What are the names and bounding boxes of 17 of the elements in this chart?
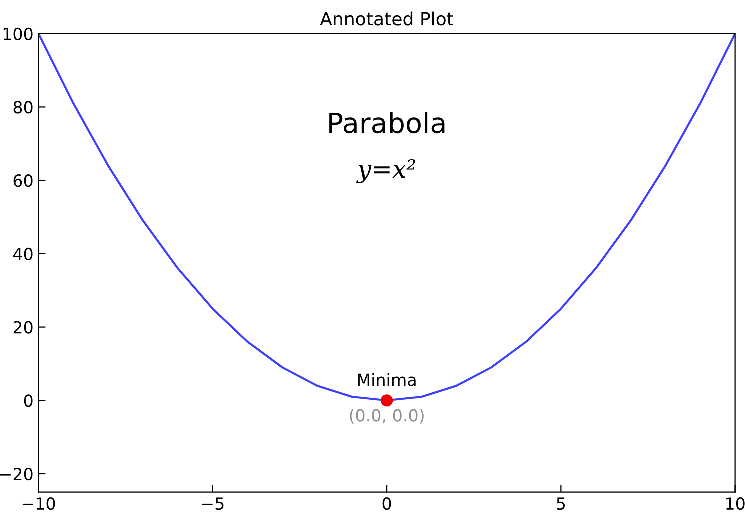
x-tick-label: 0 [382,498,392,510]
y-tick-label: 40 [13,248,33,261]
chart-title: Annotated Plot [320,12,454,26]
y-tick-label: 100 [4,28,33,40]
x-tick-label: −10 [22,498,56,510]
y-tick-label: 80 [14,101,33,114]
annotation: y=x² [356,159,416,184]
y-tick-label: 60 [14,174,33,188]
annotation: (0.0, 0.0) [350,409,424,424]
y-tick-label: −20 [0,468,33,481]
y-tick-label: 20 [14,321,33,334]
x-tick-label: 5 [557,498,566,510]
x-tick-label: −5 [202,498,224,510]
annotation: Minima [358,373,416,386]
annotation: Parabola [330,112,445,134]
x-tick-label: 10 [726,498,745,510]
y-tick-label: 0 [24,394,33,408]
